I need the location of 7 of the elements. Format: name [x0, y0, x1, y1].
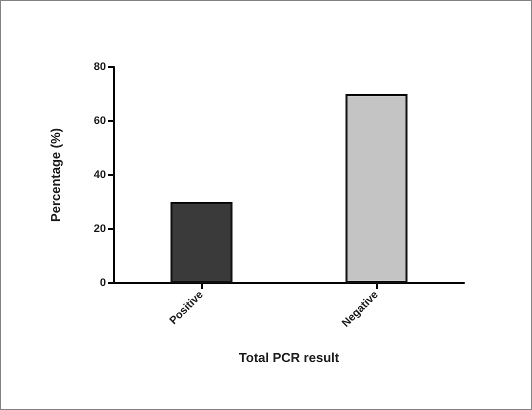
y-tick-label: 80 — [94, 61, 106, 73]
y-tick-label: 40 — [94, 169, 106, 181]
y-axis-title: Percentage (%) — [48, 128, 63, 222]
y-tick-label: 20 — [94, 223, 106, 235]
y-tick-label: 60 — [94, 115, 106, 127]
x-axis-title: Total PCR result — [238, 350, 340, 365]
y-tick-label: 0 — [100, 277, 106, 289]
